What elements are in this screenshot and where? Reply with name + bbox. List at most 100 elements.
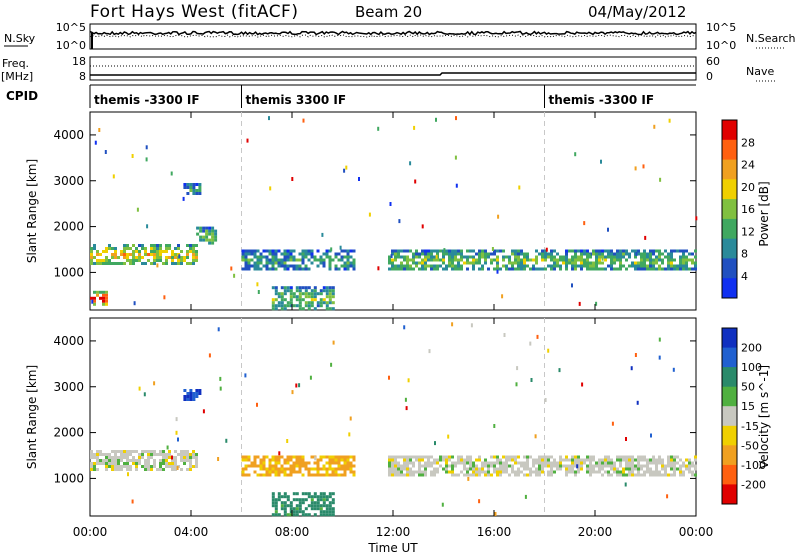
echo-cell — [343, 473, 347, 477]
echo-cell — [304, 507, 308, 511]
echo-cell — [598, 258, 601, 262]
echo-cell — [99, 296, 102, 300]
colorbar-swatch — [722, 179, 737, 200]
echo-cell — [247, 458, 251, 462]
echo-cell — [679, 458, 682, 462]
echo-cell — [316, 467, 320, 471]
echo-cell — [268, 252, 272, 256]
echo-cell — [214, 235, 218, 239]
echo-cell — [652, 461, 655, 465]
echo-cell — [183, 456, 186, 459]
echo-cell — [310, 455, 314, 459]
echo-cell — [685, 458, 688, 462]
echo-cell — [141, 262, 144, 265]
echo-cell — [310, 252, 314, 256]
echo-cell — [325, 470, 329, 474]
echo-cell — [424, 467, 427, 471]
echo-cell — [316, 507, 320, 511]
echo-cell — [274, 461, 278, 465]
echo-cell — [685, 249, 688, 253]
echo-cell — [346, 264, 350, 268]
echo-cell — [637, 249, 640, 253]
echo-cell — [433, 458, 436, 462]
echo-cell — [304, 513, 308, 517]
echo-cell — [90, 465, 93, 468]
echo-cell — [625, 464, 628, 468]
echo-cell — [541, 255, 544, 259]
echo-cell — [277, 470, 281, 474]
echo-cell — [391, 458, 394, 462]
echo-cell — [304, 461, 308, 465]
echo-cell — [448, 470, 451, 474]
echo-cell — [316, 495, 320, 499]
echo-cell — [586, 249, 589, 253]
echo-cell — [129, 468, 132, 471]
echo-cell — [265, 467, 269, 471]
echo-cell — [340, 464, 344, 468]
echo-cell — [403, 264, 406, 268]
echo-cell — [111, 468, 114, 471]
echo-cell — [310, 301, 314, 305]
echo-cell — [652, 470, 655, 474]
echo-cell — [90, 262, 93, 265]
echo-cell — [268, 461, 272, 465]
echo-cell — [301, 292, 305, 296]
echo-cell — [271, 458, 275, 462]
echo-cell — [580, 249, 583, 253]
echo-cell — [667, 261, 670, 265]
echo-cell — [90, 468, 93, 471]
echo-cell — [394, 464, 397, 468]
echo-cell — [334, 255, 338, 259]
echo-cell — [123, 262, 126, 265]
echo-cell — [583, 249, 586, 253]
echo-cell — [535, 470, 538, 474]
echo-cell — [592, 264, 595, 268]
echo-cell — [301, 267, 305, 271]
echo-cell — [625, 252, 628, 256]
echo-cell — [147, 259, 150, 262]
y-tick-label: 4000 — [53, 128, 84, 142]
echo-cell — [289, 507, 293, 511]
echo-cell — [313, 504, 317, 508]
echo-cell — [688, 258, 691, 262]
echo-cell — [448, 455, 451, 459]
echo-cell — [517, 258, 520, 262]
echo-cell — [253, 455, 257, 459]
echo-cell — [601, 267, 604, 271]
echo-cell — [514, 455, 517, 459]
echo-cell — [241, 455, 245, 459]
echo-cell — [123, 453, 126, 456]
echo-cell — [138, 256, 141, 259]
echo-cell — [538, 458, 541, 462]
echo-cell — [129, 259, 132, 262]
echo-cell — [505, 458, 508, 462]
echo-cell — [138, 253, 141, 256]
echo-cell — [150, 253, 153, 256]
echo-cell — [159, 250, 162, 253]
echo-cell — [547, 264, 550, 268]
echo-cell — [475, 467, 478, 471]
echo-cell — [253, 461, 257, 465]
scatter-echo — [695, 216, 698, 221]
echo-cell — [445, 249, 448, 253]
echo-cell — [211, 238, 215, 242]
echo-cell — [472, 464, 475, 468]
echo-cell — [394, 255, 397, 259]
echo-cell — [147, 468, 150, 471]
echo-cell — [253, 264, 257, 268]
echo-cell — [132, 456, 135, 459]
echo-cell — [253, 249, 257, 253]
scatter-echo — [518, 185, 521, 190]
echo-cell — [277, 467, 281, 471]
echo-cell — [192, 450, 195, 453]
echo-cell — [189, 247, 192, 250]
echo-cell — [289, 510, 293, 514]
echo-cell — [448, 249, 451, 253]
echo-cell — [192, 465, 195, 468]
echo-cell — [352, 470, 356, 474]
echo-cell — [322, 498, 326, 502]
echo-cell — [556, 467, 559, 471]
echo-cell — [159, 462, 162, 465]
echo-cell — [120, 456, 123, 459]
echo-cell — [478, 455, 481, 459]
